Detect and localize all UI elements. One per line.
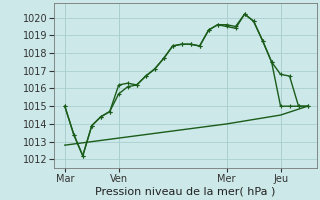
X-axis label: Pression niveau de la mer( hPa ): Pression niveau de la mer( hPa ) bbox=[95, 187, 275, 197]
